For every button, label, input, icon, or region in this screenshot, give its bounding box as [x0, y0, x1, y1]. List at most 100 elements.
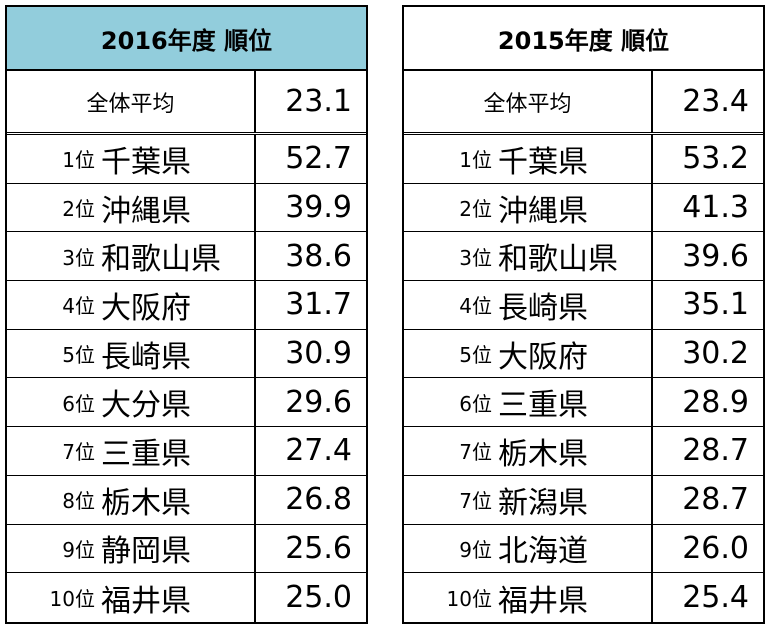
- rank-label: 6位: [459, 391, 492, 416]
- rank-label: 7位: [459, 489, 492, 514]
- table-row: 3位 和歌山県 39.6: [404, 232, 763, 282]
- rank-value: 28.7: [682, 433, 749, 469]
- table-row: 7位 三重県 27.4: [7, 427, 366, 476]
- rank-label: 5位: [459, 343, 492, 368]
- rank-value: 25.6: [285, 530, 352, 566]
- rank-value: 25.0: [285, 580, 352, 616]
- rank-cell: 5位 長崎県: [7, 329, 256, 378]
- rank-label: 4位: [459, 294, 492, 319]
- prefecture-name: 大阪府: [101, 290, 191, 326]
- table-row: 2位 沖縄県 39.9: [7, 183, 366, 233]
- rank-value: 26.0: [682, 530, 749, 566]
- rank-cell: 5位 大阪府: [404, 329, 653, 378]
- table-row: 5位 長崎県 30.9: [7, 329, 366, 379]
- rank-cell: 1位 千葉県: [7, 135, 256, 183]
- rank-cell: 6位 大分県: [7, 378, 256, 427]
- rank-cell: 10位 福井県: [404, 573, 653, 622]
- average-row: 全体平均 23.1: [7, 71, 366, 135]
- rank-label: 2位: [62, 197, 95, 222]
- rank-label: 6位: [62, 391, 95, 416]
- rank-value: 53.2: [682, 141, 749, 177]
- prefecture-name: 三重県: [498, 388, 588, 424]
- prefecture-name: 北海道: [498, 534, 588, 570]
- rank-value: 31.7: [285, 287, 352, 323]
- rank-label: 4位: [62, 294, 95, 319]
- table-row: 7位 栃木県 28.7: [404, 427, 763, 476]
- prefecture-name: 千葉県: [498, 144, 588, 180]
- rank-label: 1位: [62, 148, 95, 173]
- rank-label: 7位: [62, 440, 95, 465]
- rank-value: 35.1: [682, 287, 749, 323]
- rank-value: 39.9: [285, 190, 352, 226]
- prefecture-name: 静岡県: [101, 534, 191, 570]
- rank-cell: 6位 三重県: [404, 378, 653, 427]
- average-label: 全体平均: [7, 71, 256, 132]
- rank-value: 28.9: [682, 384, 749, 420]
- rank-label: 9位: [459, 537, 492, 562]
- rank-value: 38.6: [285, 238, 352, 274]
- table-row: 10位 福井県 25.0: [7, 573, 366, 622]
- rank-value: 27.4: [285, 433, 352, 469]
- prefecture-name: 福井県: [101, 583, 191, 619]
- rank-value: 25.4: [682, 580, 749, 616]
- table-row: 9位 静岡県 25.6: [7, 524, 366, 574]
- prefecture-name: 千葉県: [101, 144, 191, 180]
- average-value: 23.4: [682, 84, 749, 119]
- table-row: 4位 長崎県 35.1: [404, 281, 763, 330]
- table-row: 10位 福井県 25.4: [404, 573, 763, 622]
- table-row: 9位 北海道 26.0: [404, 524, 763, 574]
- prefecture-name: 和歌山県: [498, 242, 618, 278]
- prefecture-name: 沖縄県: [101, 193, 191, 229]
- prefecture-name: 沖縄県: [498, 193, 588, 229]
- rank-cell: 3位 和歌山県: [404, 232, 653, 281]
- table-title: 2015年度 順位: [404, 7, 763, 71]
- rank-value: 39.6: [682, 238, 749, 274]
- rank-value: 30.2: [682, 336, 749, 372]
- rank-value: 28.7: [682, 482, 749, 518]
- rank-cell: 7位 新潟県: [404, 475, 653, 524]
- table-row: 1位 千葉県 52.7: [7, 135, 366, 184]
- table-row: 5位 大阪府 30.2: [404, 329, 763, 379]
- rank-cell: 9位 北海道: [404, 524, 653, 573]
- rank-cell: 2位 沖縄県: [404, 183, 653, 232]
- prefecture-name: 長崎県: [101, 339, 191, 375]
- table-row: 2位 沖縄県 41.3: [404, 183, 763, 233]
- table-title: 2016年度 順位: [7, 7, 366, 71]
- average-row: 全体平均 23.4: [404, 71, 763, 135]
- table-row: 8位 栃木県 26.8: [7, 475, 366, 525]
- rank-label: 10位: [49, 587, 95, 612]
- ranking-table-2016: 2016年度 順位 全体平均 23.1 1位 千葉県 52.7 2位 沖縄県 39.9 3位…: [5, 5, 368, 624]
- rank-cell: 9位 静岡県: [7, 524, 256, 573]
- rank-value: 26.8: [285, 482, 352, 518]
- prefecture-name: 栃木県: [101, 485, 191, 521]
- rank-label: 3位: [62, 245, 95, 270]
- prefecture-name: 新潟県: [498, 485, 588, 521]
- prefecture-name: 和歌山県: [101, 242, 221, 278]
- prefecture-name: 福井県: [498, 583, 588, 619]
- average-value: 23.1: [285, 84, 352, 119]
- prefecture-name: 大分県: [101, 388, 191, 424]
- rank-label: 7位: [459, 440, 492, 465]
- table-row: 6位 三重県 28.9: [404, 378, 763, 428]
- prefecture-name: 大阪府: [498, 339, 588, 375]
- rank-value: 52.7: [285, 141, 352, 177]
- rank-label: 9位: [62, 537, 95, 562]
- rank-cell: 7位 三重県: [7, 427, 256, 475]
- rank-value: 29.6: [285, 384, 352, 420]
- rank-label: 5位: [62, 343, 95, 368]
- rank-value: 41.3: [682, 190, 749, 226]
- table-row: 6位 大分県 29.6: [7, 378, 366, 428]
- rank-label: 10位: [446, 587, 492, 612]
- ranking-table-2015: 2015年度 順位 全体平均 23.4 1位 千葉県 53.2 2位 沖縄県 41.3 3位…: [402, 5, 765, 624]
- average-label: 全体平均: [404, 71, 653, 132]
- prefecture-name: 栃木県: [498, 436, 588, 472]
- rank-label: 8位: [62, 489, 95, 514]
- rank-label: 2位: [459, 197, 492, 222]
- rank-cell: 8位 栃木県: [7, 475, 256, 524]
- rank-cell: 1位 千葉県: [404, 135, 653, 183]
- rank-cell: 4位 大阪府: [7, 281, 256, 329]
- rank-label: 1位: [459, 148, 492, 173]
- rank-label: 3位: [459, 245, 492, 270]
- table-row: 1位 千葉県 53.2: [404, 135, 763, 184]
- table-row: 4位 大阪府 31.7: [7, 281, 366, 330]
